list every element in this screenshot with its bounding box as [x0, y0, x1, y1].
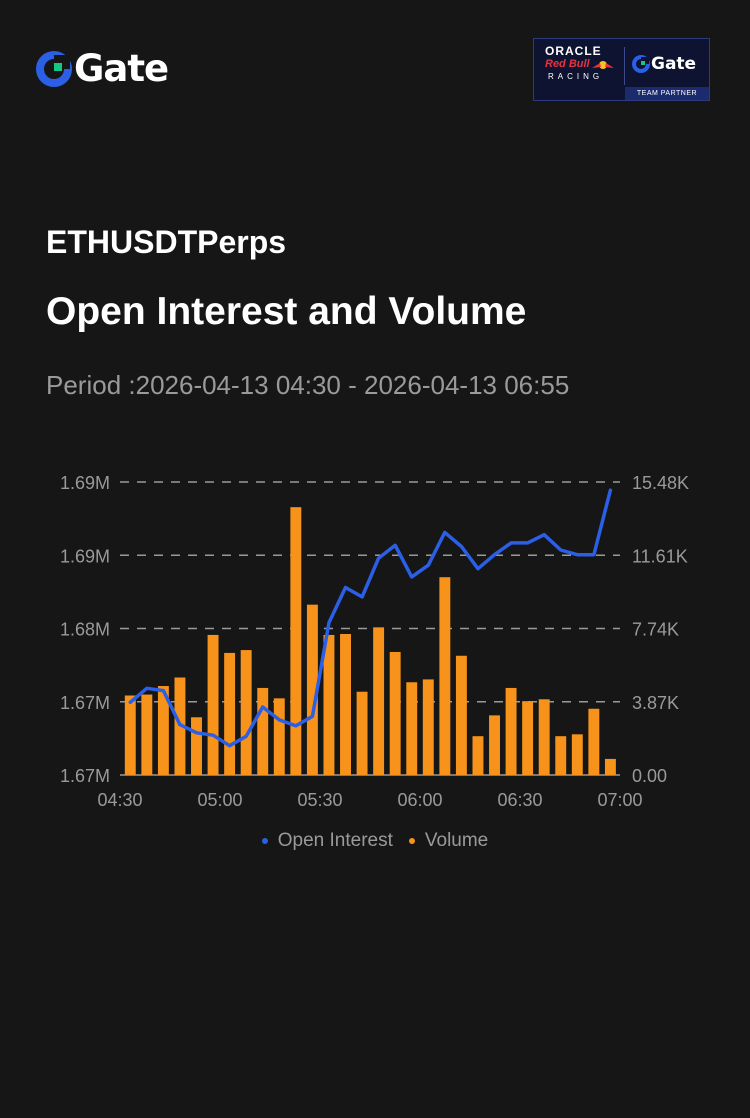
volume-bar: [356, 691, 368, 775]
badge-divider: [624, 47, 625, 85]
volume-bar: [489, 715, 500, 775]
gate-logo: Gate: [36, 47, 169, 90]
volume-bar: [604, 758, 616, 775]
legend-volume[interactable]: Volume: [408, 830, 489, 852]
volume-bar: [323, 634, 335, 775]
volume-bar: [555, 736, 567, 775]
team-partner-badge: ORACLE Red Bull RACING Gate TEAM PARTNER: [533, 38, 710, 101]
volume-bar: [157, 686, 169, 775]
open-interest-legend-marker: [261, 838, 268, 844]
y-right-tick-label: 7.74K: [632, 620, 679, 640]
volume-bar: [141, 694, 153, 775]
racing-text: RACING: [548, 72, 604, 81]
legend-open-interest[interactable]: Open Interest: [261, 830, 393, 852]
y-left-tick-label: 1.67M: [60, 693, 110, 713]
volume-bar: [306, 604, 318, 775]
period-range: Period :2026-04-13 04:30 - 2026-04-13 06…: [46, 370, 570, 400]
volume-bar: [257, 687, 269, 775]
open-interest-line: [128, 488, 613, 748]
volume-bar: [588, 708, 600, 775]
legend-open-interest-label: Open Interest: [277, 830, 393, 851]
gate-logo-text: Gate: [74, 47, 169, 90]
y-right-tick-label: 3.87K: [632, 693, 679, 713]
volume-bar: [538, 699, 550, 775]
gate-small-icon: [632, 55, 650, 73]
x-tick-label: 06:30: [497, 790, 542, 810]
volume-bar: [290, 507, 302, 775]
x-tick-label: 07:00: [597, 790, 642, 810]
chart-legend: Open Interest Volume: [0, 830, 750, 852]
partner-gate-logo: Gate: [632, 54, 696, 74]
volume-bar: [124, 695, 136, 775]
volume-bar: [422, 679, 434, 775]
volume-bar: [191, 717, 202, 775]
volume-bar: [240, 650, 252, 775]
y-right-tick-label: 0.00: [632, 766, 667, 786]
open-interest-volume-chart: 1.67M 0.00 1.67M 3.87K 1.68M 7.74K 1.69M 11.61K…: [60, 473, 689, 810]
volume-bar: [373, 627, 385, 775]
symbol-title: ETHUSDTPerps: [46, 224, 287, 260]
volume-bar: [505, 687, 517, 775]
x-tick-label: 05:00: [197, 790, 242, 810]
y-right-tick-label: 11.61K: [632, 546, 688, 566]
volume-bar: [472, 736, 484, 775]
volume-bar: [389, 651, 401, 775]
x-tick-label: 06:00: [397, 790, 442, 810]
y-right-tick-label: 15.48K: [632, 473, 689, 493]
volume-bar: [522, 701, 534, 775]
volume-bar: [340, 633, 351, 775]
volume-bar: [273, 698, 285, 775]
volume-bar: [224, 652, 236, 775]
x-tick-label: 05:30: [297, 790, 342, 810]
volume-bar: [406, 682, 418, 775]
y-left-tick-label: 1.69M: [60, 546, 110, 566]
redbull-text: Red Bull: [545, 58, 590, 70]
legend-volume-label: Volume: [424, 830, 489, 851]
volume-bar: [455, 655, 467, 775]
oracle-text: ORACLE: [545, 44, 602, 58]
y-left-tick-label: 1.67M: [60, 766, 110, 786]
team-partner-label: TEAM PARTNER: [625, 87, 709, 100]
y-left-tick-label: 1.68M: [60, 620, 110, 640]
volume-bar: [571, 734, 583, 775]
x-tick-label: 04:30: [97, 790, 142, 810]
redbull-logo-icon: [592, 61, 614, 69]
volume-bar: [207, 634, 219, 775]
chart-title: Open Interest and Volume: [46, 290, 527, 333]
gate-logo-icon: [36, 50, 72, 87]
volume-legend-marker: [408, 838, 415, 844]
y-left-tick-label: 1.69M: [60, 473, 110, 493]
volume-bar: [439, 577, 451, 775]
partner-gate-text: Gate: [651, 54, 697, 74]
